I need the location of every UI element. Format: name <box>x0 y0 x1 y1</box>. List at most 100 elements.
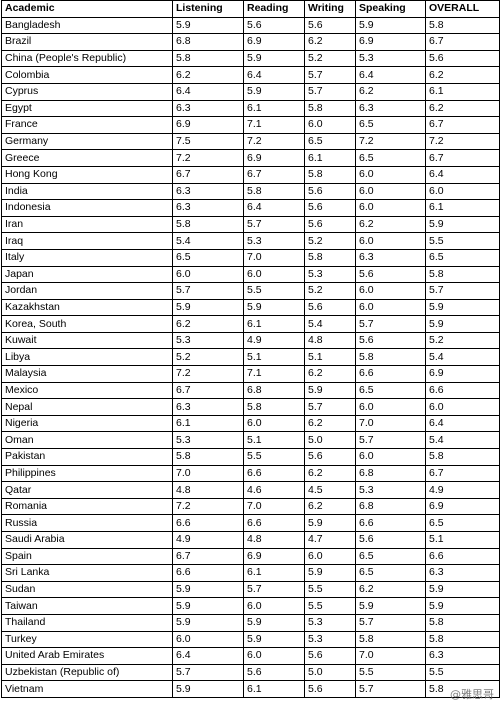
overall-cell: 6.7 <box>425 464 500 483</box>
listening-cell: 7.2 <box>172 149 244 167</box>
listening-cell: 6.3 <box>172 99 244 118</box>
overall-cell: 5.8 <box>425 630 500 649</box>
table-row: Hong Kong 6.7 6.7 5.8 6.0 6.4 <box>1 165 500 184</box>
writing-cell: 6.2 <box>304 497 356 516</box>
overall-cell: 6.7 <box>425 116 500 134</box>
speaking-cell: 5.7 <box>355 613 426 632</box>
country-cell: Saudi Arabia <box>1 531 173 549</box>
speaking-cell: 7.0 <box>355 414 426 433</box>
country-cell: Mexico <box>1 381 173 400</box>
listening-cell: 6.7 <box>172 165 244 184</box>
writing-cell: 5.3 <box>304 630 356 649</box>
reading-cell: 6.4 <box>243 199 305 217</box>
overall-cell: 5.4 <box>425 348 500 367</box>
listening-cell: 5.9 <box>172 680 244 698</box>
country-cell: Indonesia <box>1 199 173 217</box>
table-row: Greece 7.2 6.9 6.1 6.5 6.7 <box>1 149 500 167</box>
country-cell: Pakistan <box>1 448 173 466</box>
country-cell: Sudan <box>1 580 173 599</box>
listening-cell: 6.3 <box>172 199 244 217</box>
country-cell: Turkey <box>1 630 173 649</box>
country-cell: Egypt <box>1 99 173 118</box>
reading-cell: 5.7 <box>243 215 305 234</box>
writing-cell: 5.7 <box>304 66 356 84</box>
table-row: Italy 6.5 7.0 5.8 6.3 6.5 <box>1 248 500 267</box>
reading-cell: 5.1 <box>243 348 305 367</box>
table-row: Kuwait 5.3 4.9 4.8 5.6 5.2 <box>1 331 500 350</box>
reading-cell: 5.7 <box>243 580 305 599</box>
overall-cell: 5.1 <box>425 531 500 549</box>
table-row: Malaysia 7.2 7.1 6.2 6.6 6.9 <box>1 365 500 383</box>
table-row: Pakistan 5.8 5.5 5.6 6.0 5.8 <box>1 448 500 466</box>
listening-cell: 5.9 <box>172 298 244 317</box>
speaking-cell: 6.5 <box>355 149 426 167</box>
listening-cell: 6.7 <box>172 547 244 566</box>
table-row: Oman 5.3 5.1 5.0 5.7 5.4 <box>1 431 500 450</box>
country-cell: Qatar <box>1 481 173 499</box>
reading-cell: 4.8 <box>243 531 305 549</box>
country-cell: Italy <box>1 248 173 267</box>
reading-cell: 5.5 <box>243 448 305 466</box>
reading-cell: 6.6 <box>243 514 305 532</box>
speaking-cell: 6.6 <box>355 365 426 383</box>
reading-cell: 6.0 <box>243 265 305 284</box>
writing-cell: 5.6 <box>304 199 356 217</box>
speaking-cell: 5.7 <box>355 431 426 450</box>
speaking-cell: 6.0 <box>355 165 426 184</box>
overall-cell: 7.2 <box>425 132 500 151</box>
country-cell: Taiwan <box>1 597 173 615</box>
overall-cell: 6.5 <box>425 248 500 267</box>
reading-cell: 5.8 <box>243 182 305 201</box>
listening-cell: 6.3 <box>172 182 244 201</box>
reading-header: Reading <box>243 0 305 18</box>
reading-cell: 6.9 <box>243 33 305 51</box>
table-row: Brazil 6.8 6.9 6.2 6.9 6.7 <box>1 33 500 51</box>
table-row: Qatar 4.8 4.6 4.5 5.3 4.9 <box>1 481 500 499</box>
speaking-cell: 6.0 <box>355 182 426 201</box>
table-row: Egypt 6.3 6.1 5.8 6.3 6.2 <box>1 99 500 118</box>
reading-cell: 6.9 <box>243 547 305 566</box>
table-row: Sudan 5.9 5.7 5.5 6.2 5.9 <box>1 580 500 599</box>
speaking-cell: 5.3 <box>355 49 426 68</box>
overall-cell: 6.6 <box>425 381 500 400</box>
listening-cell: 7.0 <box>172 464 244 483</box>
writing-cell: 5.6 <box>304 647 356 665</box>
speaking-cell: 6.6 <box>355 514 426 532</box>
overall-cell: 6.0 <box>425 398 500 416</box>
reading-cell: 5.6 <box>243 663 305 682</box>
reading-cell: 6.1 <box>243 99 305 118</box>
overall-cell: 5.7 <box>425 282 500 300</box>
reading-cell: 7.1 <box>243 365 305 383</box>
table-row: Romania 7.2 7.0 6.2 6.8 6.9 <box>1 497 500 516</box>
listening-cell: 6.6 <box>172 564 244 582</box>
overall-cell: 5.9 <box>425 298 500 317</box>
country-cell: Brazil <box>1 33 173 51</box>
writing-cell: 6.0 <box>304 547 356 566</box>
overall-cell: 5.8 <box>425 265 500 284</box>
writing-cell: 4.5 <box>304 481 356 499</box>
reading-cell: 6.0 <box>243 414 305 433</box>
writing-cell: 5.2 <box>304 232 356 250</box>
listening-cell: 6.7 <box>172 381 244 400</box>
writing-cell: 4.8 <box>304 331 356 350</box>
speaking-cell: 5.6 <box>355 331 426 350</box>
listening-cell: 6.0 <box>172 265 244 284</box>
speaking-cell: 6.0 <box>355 398 426 416</box>
country-cell: Spain <box>1 547 173 566</box>
reading-cell: 6.9 <box>243 149 305 167</box>
overall-cell: 6.4 <box>425 165 500 184</box>
country-cell: Libya <box>1 348 173 367</box>
overall-cell: 6.3 <box>425 647 500 665</box>
speaking-cell: 5.5 <box>355 663 426 682</box>
speaking-cell: 5.6 <box>355 265 426 284</box>
writing-cell: 5.6 <box>304 680 356 698</box>
writing-cell: 5.8 <box>304 248 356 267</box>
speaking-cell: 6.5 <box>355 381 426 400</box>
country-cell: Cyprus <box>1 82 173 101</box>
reading-cell: 5.8 <box>243 398 305 416</box>
writing-cell: 5.0 <box>304 431 356 450</box>
listening-cell: 5.9 <box>172 580 244 599</box>
reading-cell: 6.4 <box>243 66 305 84</box>
writing-cell: 5.3 <box>304 613 356 632</box>
reading-cell: 6.1 <box>243 680 305 698</box>
